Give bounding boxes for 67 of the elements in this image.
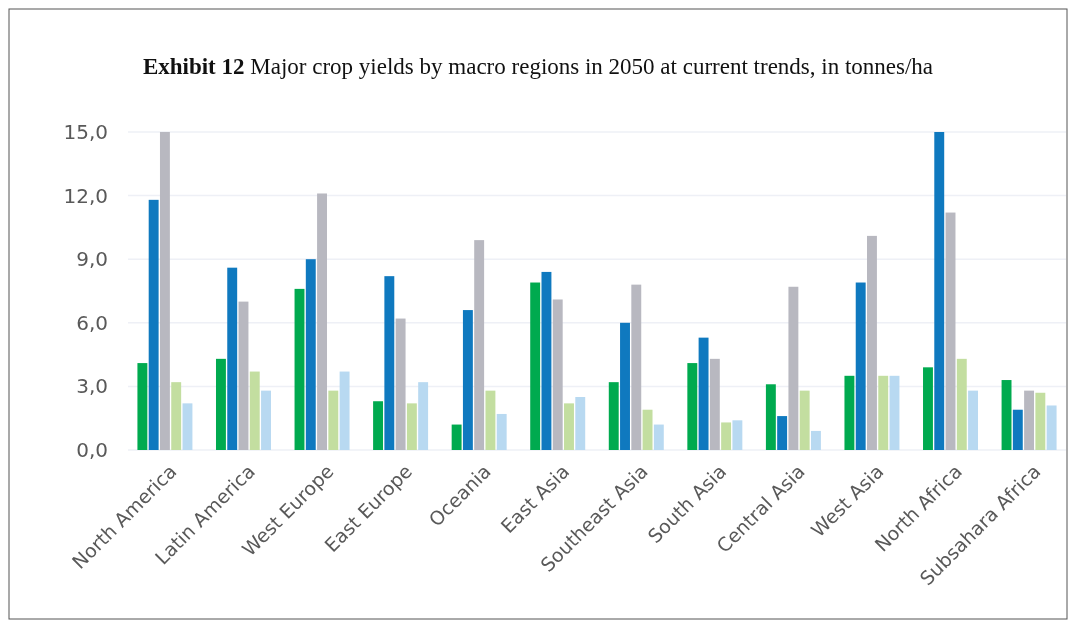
- bar: [855, 282, 866, 450]
- bar: [799, 390, 810, 450]
- bar: [1024, 390, 1035, 450]
- bar: [721, 422, 732, 450]
- bar: [261, 390, 271, 450]
- bar: [687, 363, 698, 450]
- bar: [968, 390, 979, 450]
- bar: [159, 132, 170, 450]
- bar: [406, 403, 417, 450]
- bar: [564, 403, 574, 450]
- bar: [765, 384, 776, 450]
- bar: [889, 375, 900, 450]
- bar: [148, 199, 159, 450]
- bar: [709, 358, 720, 450]
- bar: [867, 235, 877, 450]
- chart-title: Exhibit 12 Major crop yields by macro regions in 2050 at current trends, in tonnes/ha: [142, 54, 934, 79]
- bar: [1001, 380, 1012, 450]
- bar: [1035, 392, 1046, 450]
- bar: [530, 282, 541, 450]
- bar: [227, 267, 238, 450]
- bar: [844, 375, 855, 450]
- y-tick-label: 3,0: [76, 374, 108, 399]
- bar: [732, 420, 743, 450]
- bar: [945, 212, 956, 450]
- bar: [934, 132, 945, 450]
- bar: [305, 259, 316, 450]
- y-tick-label: 12,0: [63, 183, 108, 208]
- bar: [810, 430, 821, 450]
- bar: [698, 337, 709, 450]
- bar: [575, 397, 586, 450]
- bar: [653, 424, 664, 450]
- bar: [451, 424, 462, 450]
- bar: [642, 409, 653, 450]
- bar: [474, 240, 485, 450]
- bar: [956, 358, 967, 450]
- bar: [1012, 409, 1023, 450]
- bar: [182, 403, 193, 450]
- bar: [777, 416, 788, 450]
- bar: [215, 358, 226, 450]
- bar: [249, 371, 260, 450]
- bar: [317, 193, 327, 450]
- y-tick-label: 15,0: [63, 120, 108, 144]
- bar: [878, 375, 889, 450]
- y-tick-label: 0,0: [76, 438, 108, 462]
- y-tick-label: 9,0: [76, 247, 108, 272]
- bar: [923, 367, 933, 450]
- bar: [620, 322, 630, 450]
- bar: [608, 382, 619, 450]
- bar: [137, 363, 148, 450]
- bar: [373, 401, 384, 450]
- bar: [496, 413, 507, 450]
- bar: [395, 318, 406, 450]
- bar: [294, 288, 305, 450]
- bar: [631, 284, 642, 450]
- y-tick-label: 6,0: [76, 310, 108, 335]
- bar: [339, 371, 350, 450]
- bar: [384, 276, 395, 450]
- bar: [485, 390, 496, 450]
- bar: [462, 310, 473, 450]
- bar: [328, 390, 339, 450]
- bar: [171, 382, 182, 450]
- bar: [552, 299, 563, 450]
- bar: [1046, 405, 1057, 450]
- bar: [238, 301, 249, 450]
- bar: [418, 382, 429, 450]
- bar: [541, 271, 552, 450]
- bar: [788, 286, 799, 450]
